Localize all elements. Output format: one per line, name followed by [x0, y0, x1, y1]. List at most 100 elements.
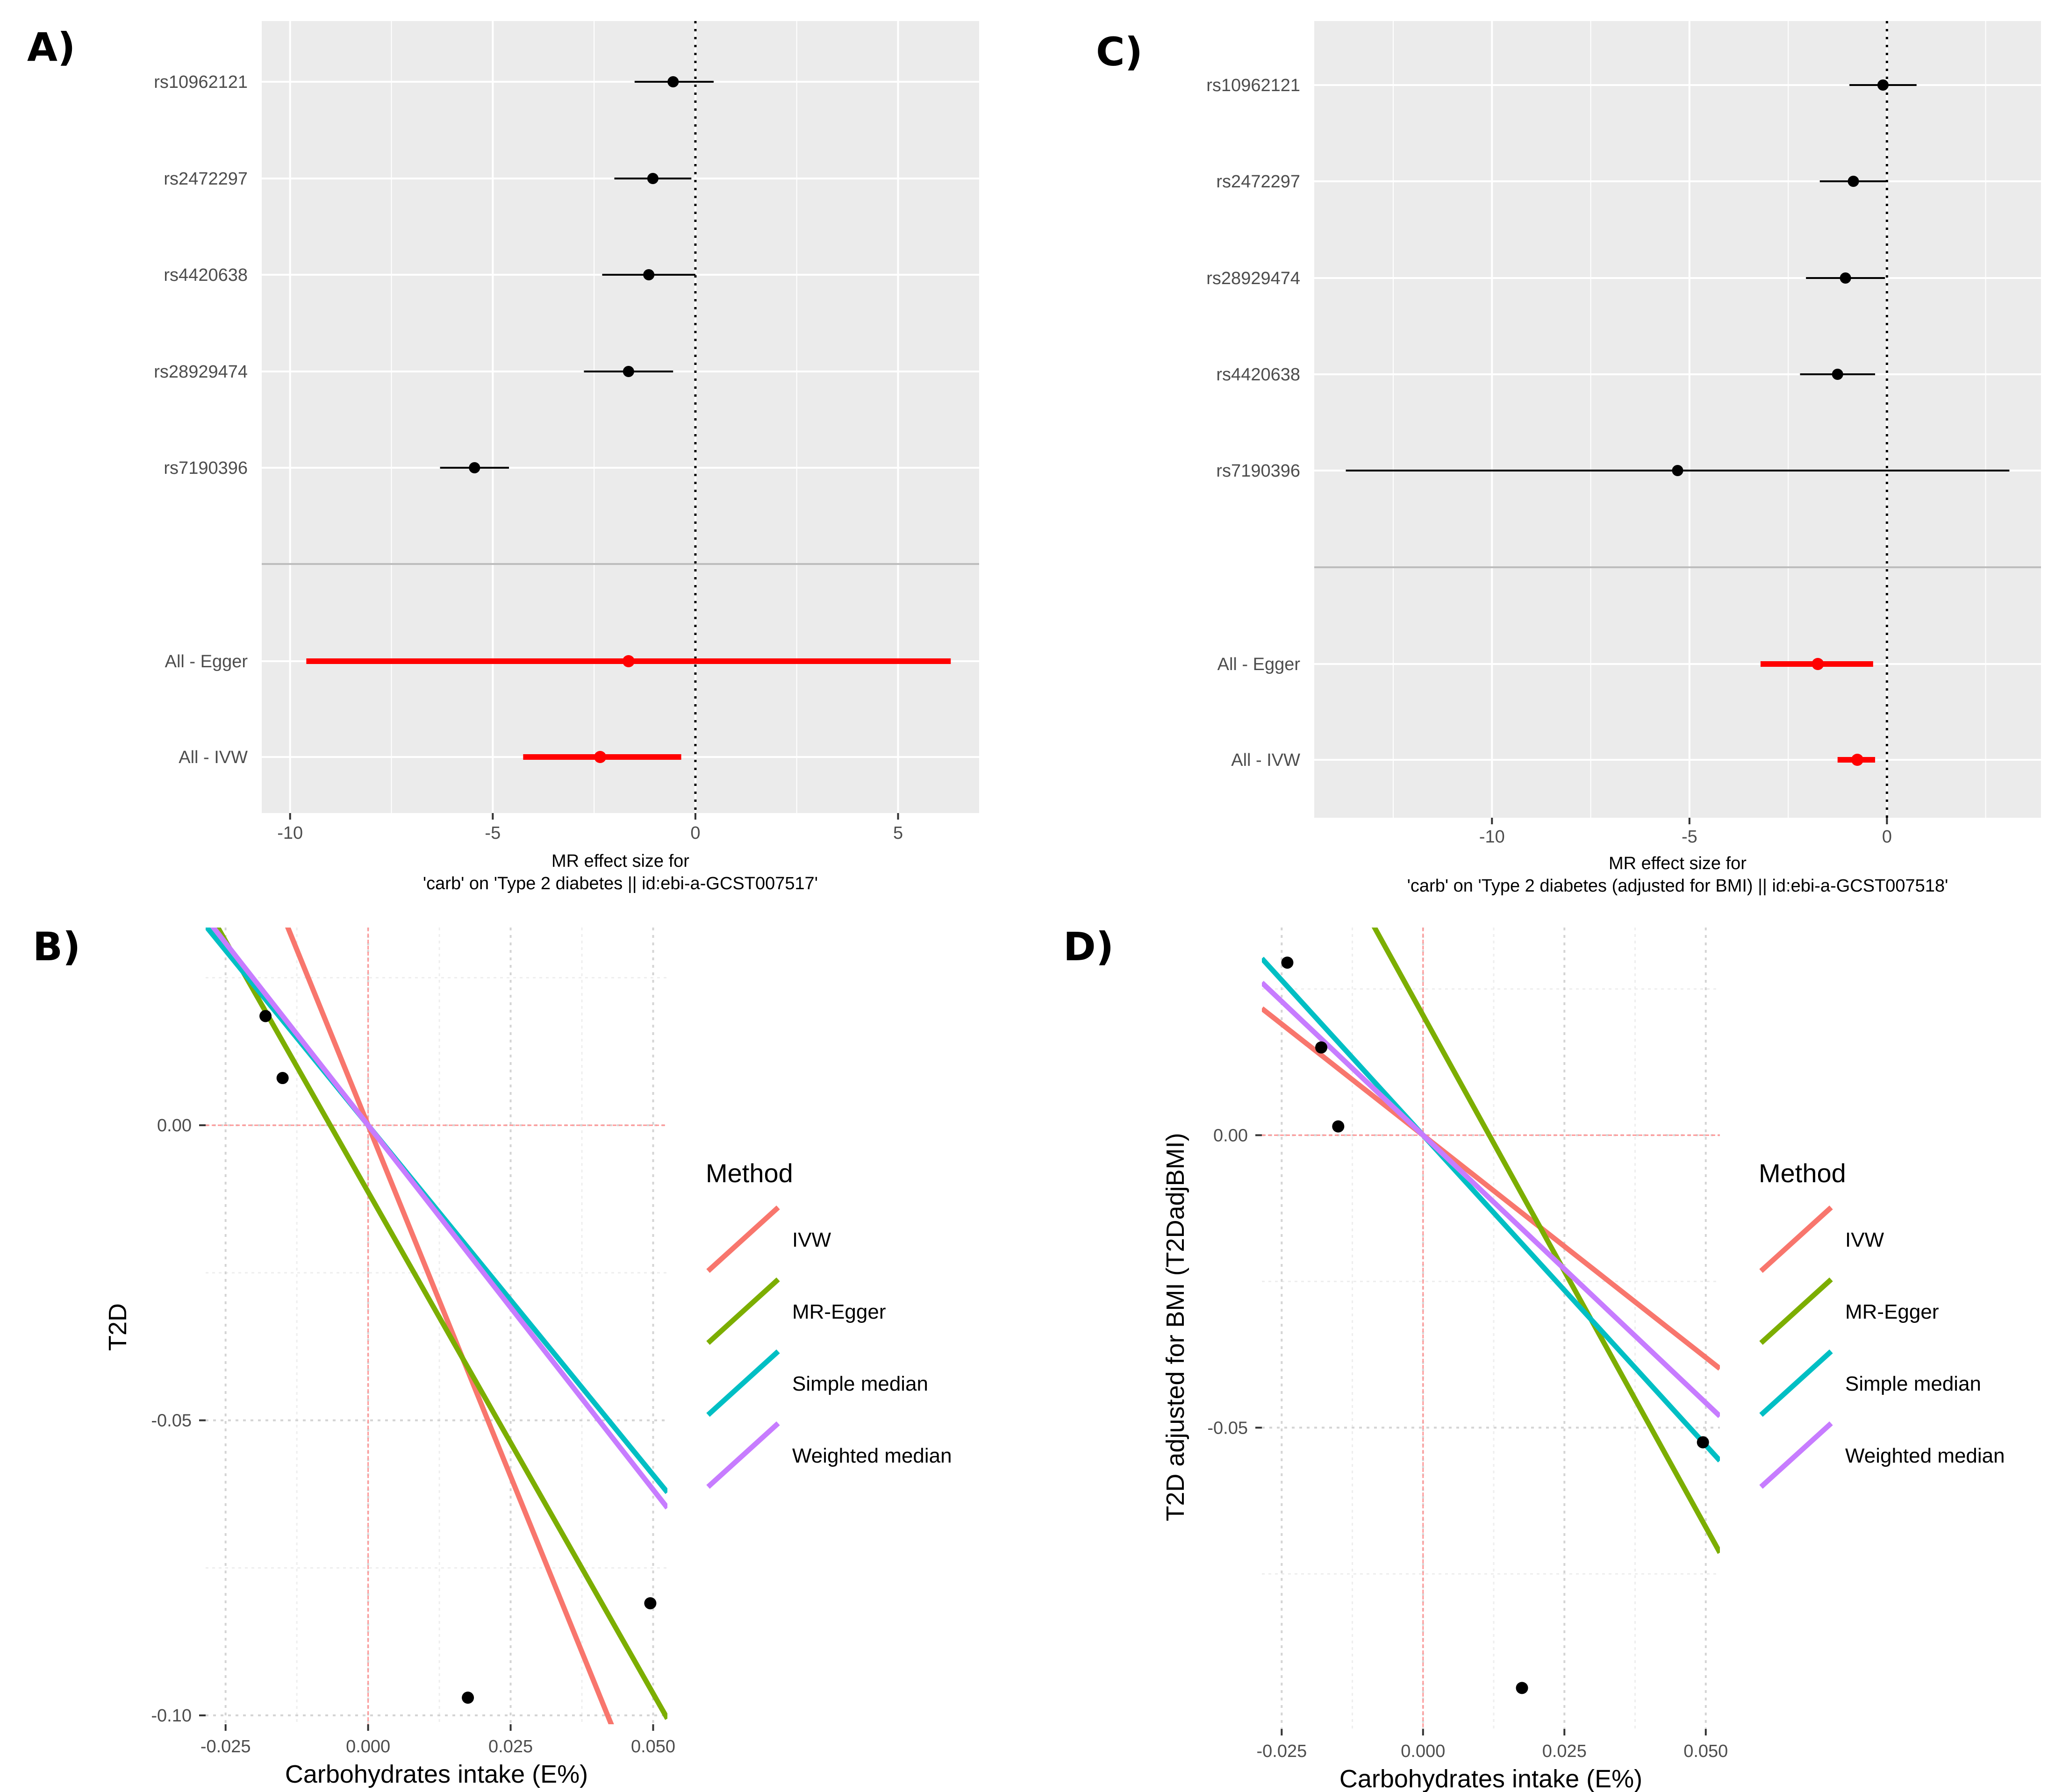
- snp-label: rs2472297: [1216, 172, 1300, 192]
- snp-point: [1840, 272, 1851, 284]
- snp-point: [1847, 176, 1859, 187]
- legend-label: MR-Egger: [792, 1300, 886, 1323]
- legend-key: [1759, 1349, 1833, 1417]
- summary-label: All - IVW: [1231, 750, 1300, 770]
- snp-label: rs28929474: [1206, 269, 1300, 288]
- snp-point: [647, 173, 659, 184]
- legend-label: IVW: [792, 1228, 831, 1251]
- regression-line-ivw: [285, 928, 614, 1724]
- x-tick-label: -10: [1479, 827, 1505, 847]
- y-axis-title: T2D: [104, 1303, 132, 1351]
- snp-point: [1832, 369, 1843, 380]
- x-tick-label: -0.025: [200, 1737, 251, 1756]
- snp-point: [1672, 465, 1683, 476]
- legend-key: [706, 1349, 780, 1417]
- snp-point: [469, 462, 480, 473]
- x-tick-label: 5: [893, 823, 903, 843]
- x-tick-label: -5: [1682, 827, 1697, 847]
- summary-label: All - Egger: [165, 652, 248, 671]
- x-axis-title: Carbohydrates intake (E%): [285, 1760, 588, 1788]
- x-tick-label: 0.025: [488, 1737, 533, 1756]
- x-axis-title: Carbohydrates intake (E%): [1339, 1765, 1642, 1792]
- snp-point: [667, 76, 679, 87]
- snp-point: [623, 366, 634, 377]
- panel-label: A): [27, 24, 75, 70]
- panel-label: C): [1096, 29, 1143, 75]
- x-tick-label: -5: [485, 823, 501, 843]
- scatter-plot-b: B) -0.025 0.000 0.025 0.050 0.00 -0.05 -0.10 Car…: [33, 924, 952, 1788]
- snp-point: [643, 269, 655, 280]
- summary-point: [1851, 754, 1864, 766]
- y-tick-label: -0.05: [151, 1411, 192, 1431]
- snp-label: rs4420638: [1216, 365, 1300, 385]
- x-axis-title: MR effect size for: [551, 851, 689, 871]
- snp-label: rs4420638: [164, 265, 248, 285]
- legend-key: [1759, 1421, 1833, 1489]
- summary-label: All - IVW: [179, 748, 248, 767]
- x-axis-title: 'carb' on 'Type 2 diabetes || id:ebi-a-G…: [423, 874, 818, 893]
- legend-key: [1759, 1205, 1833, 1273]
- snp-label: rs28929474: [154, 362, 248, 382]
- x-tick-label: 0: [690, 823, 700, 843]
- plot-background: [262, 21, 979, 813]
- x-axis-title: MR effect size for: [1609, 854, 1747, 873]
- y-tick-label: -0.10: [151, 1706, 192, 1726]
- x-tick-label: 0.025: [1542, 1742, 1587, 1761]
- x-tick-label: 0.050: [631, 1737, 675, 1756]
- legend-label: Weighted median: [792, 1444, 952, 1467]
- y-tick-label: -0.05: [1207, 1418, 1248, 1438]
- x-tick-label: 0.000: [1401, 1742, 1445, 1761]
- x-axis-title: 'carb' on 'Type 2 diabetes (adjusted for…: [1407, 876, 1948, 896]
- y-tick-label: 0.00: [157, 1116, 192, 1135]
- legend-label: MR-Egger: [1845, 1300, 1939, 1323]
- data-point: [276, 1072, 289, 1085]
- panel-label: B): [33, 924, 80, 970]
- summary-label: All - Egger: [1217, 655, 1301, 674]
- regression-line-simple-median: [1262, 957, 1720, 1463]
- scatter-plot-d: D) -0.025 0.000 0.025 0.050 0.00 -0.05 Carbohyd…: [1063, 924, 2005, 1792]
- snp-label: rs7190396: [1216, 461, 1300, 481]
- regression-line-mr-egger: [215, 928, 667, 1720]
- snp-label: rs10962121: [154, 72, 248, 92]
- regression-lines: [1262, 928, 1720, 1554]
- regression-line-weighted-median: [1262, 980, 1720, 1418]
- x-tick-label: 0.050: [1683, 1742, 1728, 1761]
- data-point: [1315, 1041, 1328, 1054]
- legend-key: [1759, 1277, 1833, 1345]
- regression-line-ivw: [1262, 1006, 1720, 1371]
- regression-line-mr-egger: [1371, 928, 1720, 1554]
- snp-label: rs7190396: [164, 458, 248, 478]
- regression-line-weighted-median: [210, 928, 667, 1510]
- legend-title: Method: [1759, 1158, 1846, 1188]
- summary-point: [622, 655, 635, 667]
- data-point: [1697, 1436, 1709, 1449]
- data-point: [259, 1010, 272, 1022]
- summary-point: [1812, 658, 1824, 670]
- plot-background: [1314, 21, 2041, 818]
- x-tick-label: 0: [1882, 827, 1892, 847]
- y-axis-title: T2D adjusted for BMI (T2DadjBMI): [1161, 1133, 1189, 1521]
- data-point: [1281, 957, 1294, 969]
- legend-key: [706, 1277, 780, 1345]
- x-tick-label: 0.000: [346, 1737, 390, 1756]
- legend: Method IVW MR-Egger Simple median Weighted m…: [706, 1158, 952, 1489]
- legend-label: Simple median: [792, 1372, 928, 1395]
- snp-label: rs2472297: [164, 169, 248, 189]
- legend-label: Weighted median: [1845, 1444, 2005, 1467]
- snp-point: [1877, 79, 1889, 91]
- summary-point: [594, 751, 607, 763]
- panel-label: D): [1063, 924, 1114, 970]
- legend-title: Method: [706, 1158, 793, 1188]
- snp-label: rs10962121: [1206, 76, 1300, 95]
- legend: Method IVW MR-Egger Simple median Weighted m…: [1759, 1158, 2005, 1489]
- legend-label: IVW: [1845, 1228, 1884, 1251]
- data-point: [1516, 1682, 1528, 1694]
- forest-plot-a: A) rs10962121 rs2472297 rs4420638 rs28929474…: [27, 21, 979, 893]
- x-tick-label: -0.025: [1256, 1742, 1307, 1761]
- data-point: [1332, 1120, 1345, 1133]
- legend-key: [706, 1421, 780, 1489]
- data-point: [644, 1597, 657, 1610]
- forest-plot-c: C) rs10962121 rs2472297 rs28929474 rs4420638…: [1096, 21, 2041, 896]
- legend-label: Simple median: [1845, 1372, 1981, 1395]
